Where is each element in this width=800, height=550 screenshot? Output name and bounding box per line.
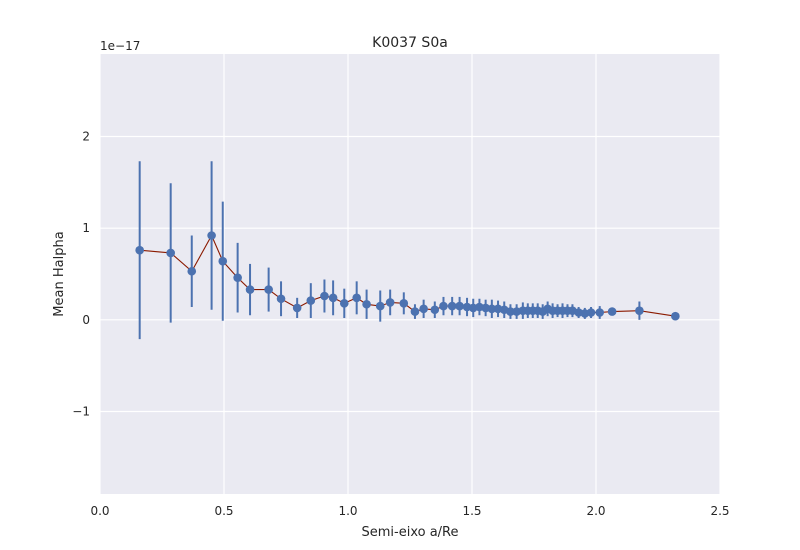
data-point	[410, 307, 420, 316]
grid-lines	[99, 54, 721, 494]
data-point	[419, 304, 428, 314]
y-axis-label: Mean Halpha	[52, 231, 67, 316]
y-offset-text: 1e−17	[100, 39, 140, 53]
data-point	[207, 231, 216, 240]
data-point	[292, 303, 302, 313]
data-point	[586, 308, 596, 317]
data-point	[306, 296, 316, 305]
x-tick-label: 1.0	[338, 504, 357, 518]
data-point	[506, 307, 515, 316]
data-point	[487, 304, 497, 314]
data-point	[245, 285, 255, 294]
x-tick-label: 0.0	[90, 504, 109, 518]
data-point	[595, 308, 605, 317]
data-point	[439, 301, 448, 311]
data-point	[430, 305, 440, 315]
tick-labels: 0.0 0.5 1.0 1.5 2.0 2.5 −1 0 1 2	[72, 130, 729, 519]
data-point	[320, 291, 329, 301]
x-axis-label: Semi-eixo a/Re	[362, 525, 459, 540]
data-point	[328, 293, 338, 303]
data-points	[135, 231, 680, 321]
data-point	[399, 299, 409, 308]
data-point	[276, 294, 286, 304]
data-point	[233, 273, 242, 282]
data-point	[339, 299, 349, 308]
data-point	[455, 301, 464, 311]
data-point	[385, 298, 395, 307]
data-point	[635, 306, 644, 315]
x-tick-label: 2.5	[710, 504, 729, 518]
y-tick-label: −1	[72, 405, 90, 419]
data-point	[671, 311, 680, 321]
x-tick-label: 1.5	[462, 504, 481, 518]
data-point	[166, 248, 175, 258]
data-point	[135, 245, 144, 255]
y-tick-label: 1	[82, 221, 90, 235]
x-tick-label: 0.5	[214, 504, 233, 518]
data-point	[375, 301, 385, 311]
plot-area	[100, 54, 720, 494]
y-tick-label: 0	[82, 313, 90, 327]
x-tick-label: 2.0	[586, 504, 605, 518]
data-point	[218, 256, 228, 266]
data-point	[447, 301, 457, 311]
data-point	[264, 285, 273, 294]
data-point	[362, 299, 371, 309]
data-point	[187, 266, 197, 276]
y-tick-label: 2	[82, 130, 90, 144]
data-point	[352, 293, 361, 303]
chart-title: K0037 S0a	[372, 35, 448, 51]
data-point	[607, 307, 617, 316]
